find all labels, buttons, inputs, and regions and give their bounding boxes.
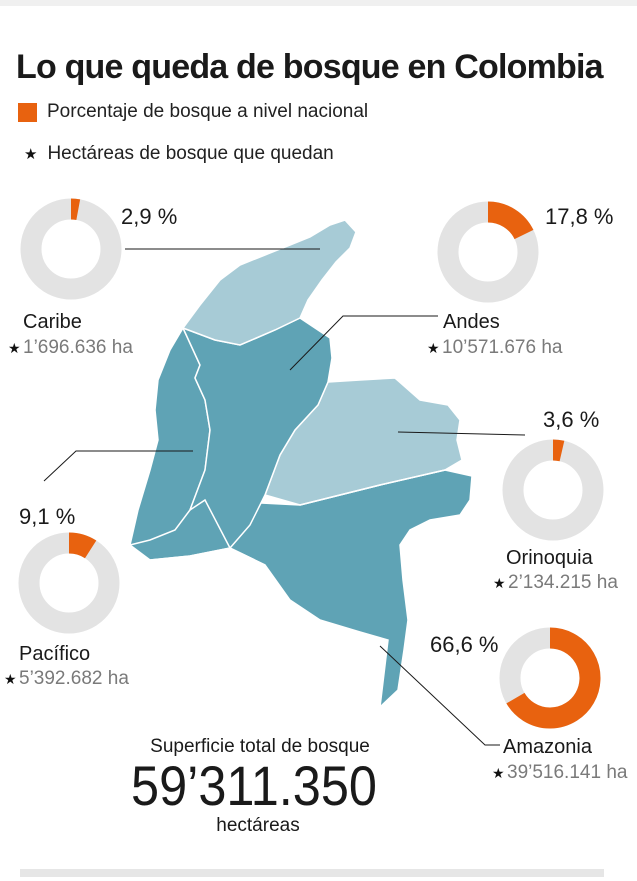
hectares-star-caribe: ★ — [8, 340, 21, 356]
leader-line-andes — [289, 315, 438, 371]
donut-slice-andes — [487, 201, 534, 240]
legend-hectares-label: Hectáreas de bosque que quedan — [47, 143, 334, 164]
hectares-orinoquia: 2’134.215 ha — [508, 572, 618, 593]
donut-slice-pacifico — [68, 532, 97, 559]
donut-slice-caribe — [70, 198, 81, 221]
percent-label-orinoquia: 3,6 % — [543, 407, 599, 432]
donut-charts — [18, 198, 604, 729]
leader-line-pacifico — [43, 450, 193, 482]
star-icon: ★ — [24, 145, 38, 163]
donut-slice-amazonia — [506, 627, 601, 729]
bottom-divider — [20, 869, 604, 877]
colombia-map — [128, 219, 473, 709]
percent-label-andes: 17,8 % — [545, 204, 614, 229]
region-name-caribe: Caribe — [23, 311, 82, 333]
legend-swatch-orange — [18, 102, 37, 122]
hectares-caribe: 1’696.636 ha — [23, 337, 133, 358]
total-forest-block: Superficie total de bosque 59’311.350 he… — [131, 736, 377, 836]
region-caribe — [181, 219, 357, 346]
donut-ring-pacifico — [18, 532, 120, 634]
region-labels: 2,9 % Caribe ★ 1’696.636 ha 17,8 % Andes… — [4, 204, 628, 783]
hectares-star-pacifico: ★ — [4, 671, 17, 687]
donut-slice-orinoquia — [552, 439, 565, 462]
region-name-andes: Andes — [443, 311, 500, 333]
hectares-star-orinoquia: ★ — [493, 575, 506, 591]
total-unit: hectáreas — [216, 815, 299, 836]
legend-percent: Porcentaje de bosque a nivel nacional — [18, 101, 368, 123]
donut-ring-caribe — [20, 198, 122, 300]
hectares-amazonia: 39’516.141 ha — [507, 762, 628, 783]
leader-line-amazonia — [379, 645, 500, 746]
hectares-star-amazonia: ★ — [492, 765, 505, 781]
percent-label-amazonia: 66,6 % — [430, 632, 499, 657]
legend-hectares: ★ Hectáreas de bosque que quedan — [24, 143, 334, 165]
total-value: 59’311.350 — [131, 754, 377, 817]
legend-percent-label: Porcentaje de bosque a nivel nacional — [47, 101, 369, 122]
region-name-pacifico: Pacífico — [19, 643, 90, 665]
hectares-andes: 10’571.676 ha — [442, 337, 563, 358]
leader-line-orinoquia — [397, 431, 526, 436]
region-name-amazonia: Amazonia — [503, 736, 593, 758]
percent-label-pacifico: 9,1 % — [19, 504, 75, 529]
hectares-pacifico: 5’392.682 ha — [19, 668, 129, 689]
leader-lines — [43, 248, 526, 746]
top-divider — [0, 0, 637, 6]
donut-ring-orinoquia — [502, 439, 604, 541]
page-title: Lo que queda de bosque en Colombia — [16, 48, 604, 86]
total-label: Superficie total de bosque — [150, 736, 370, 757]
hectares-star-andes: ★ — [427, 340, 440, 356]
percent-label-caribe: 2,9 % — [121, 204, 177, 229]
region-name-orinoquia: Orinoquia — [506, 547, 594, 569]
